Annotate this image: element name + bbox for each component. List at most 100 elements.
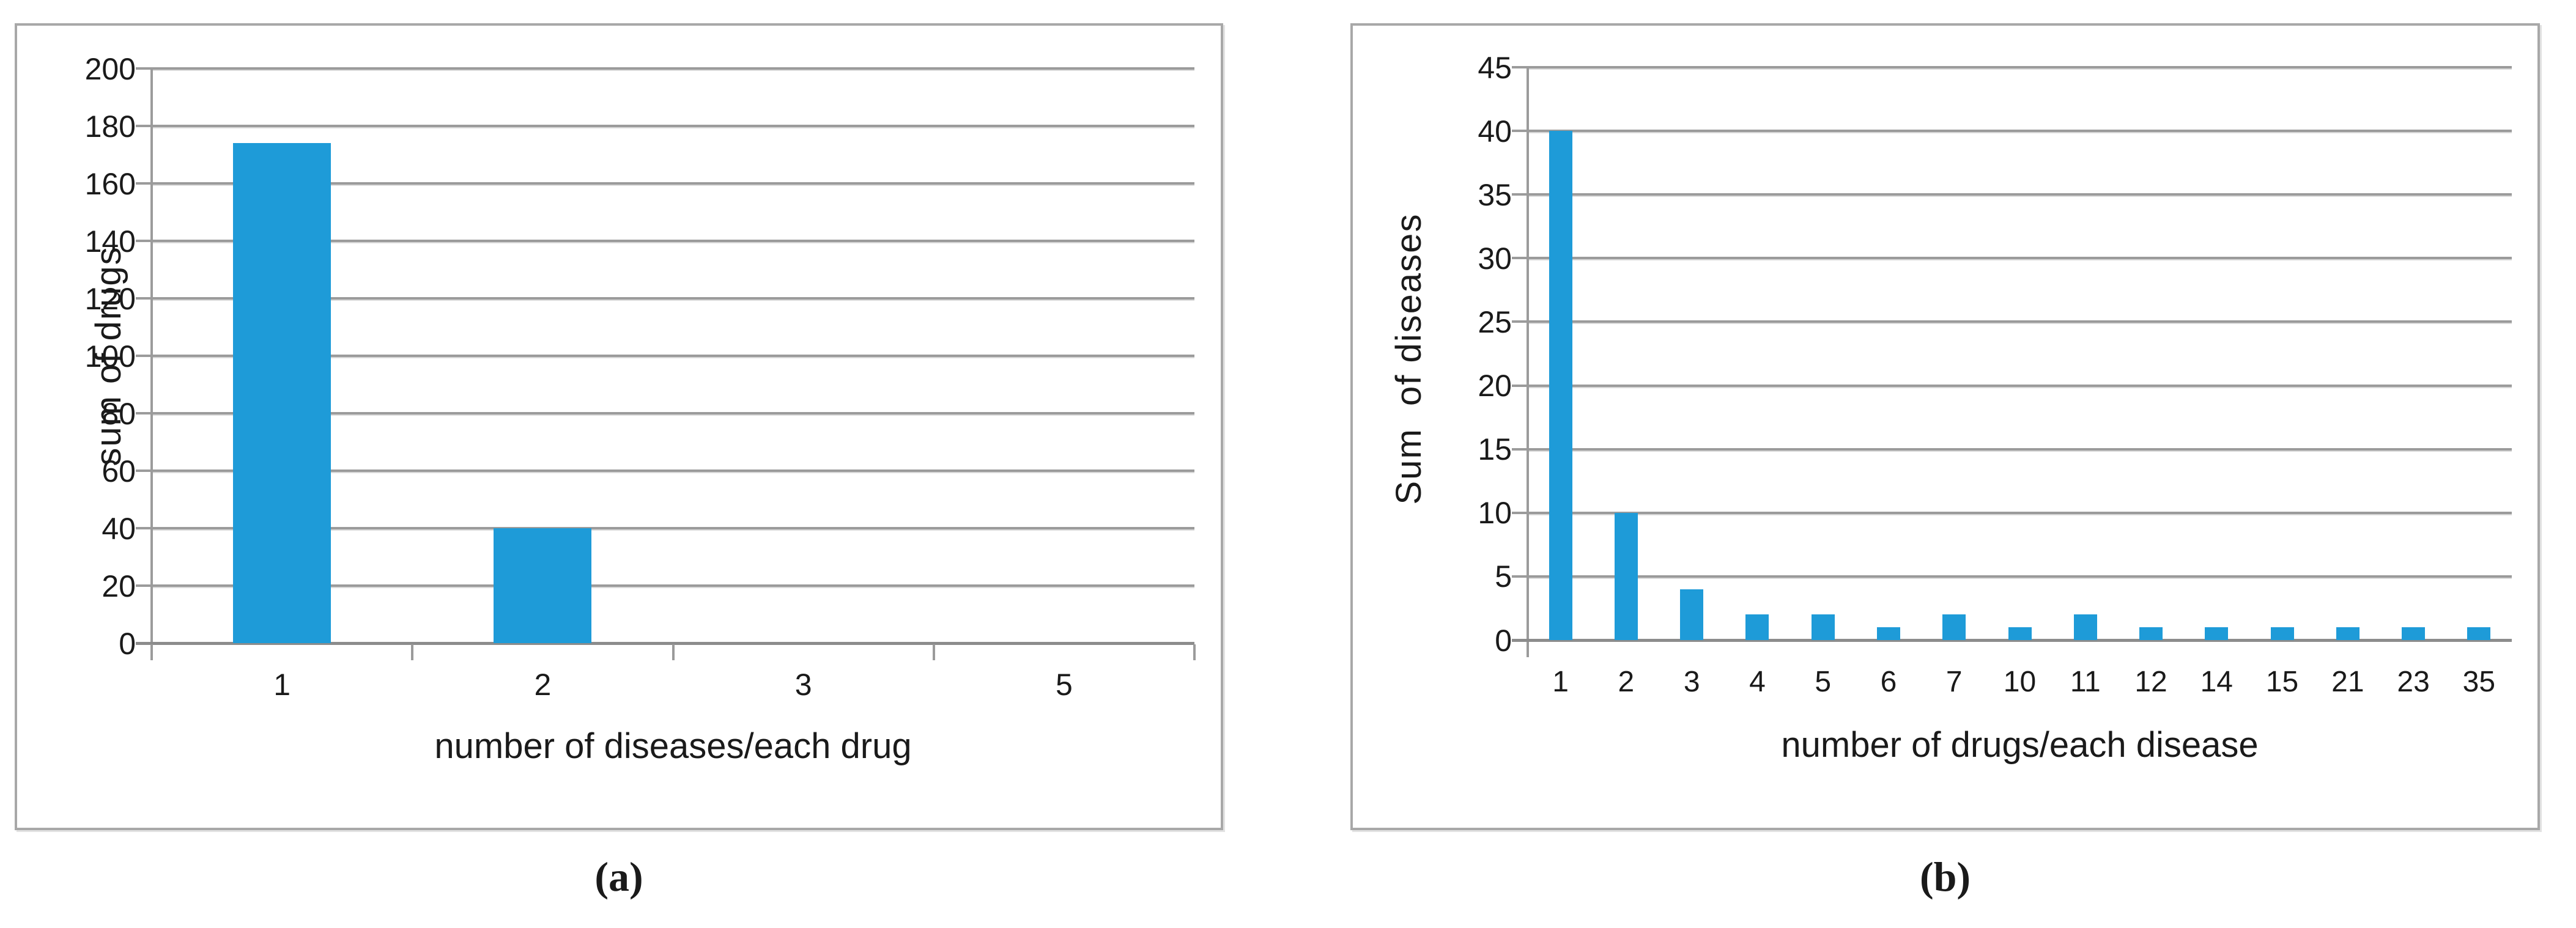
x-tick-label: 4 bbox=[1749, 666, 1766, 698]
y-tick-label: 20 bbox=[102, 569, 136, 603]
y-tick-label: 30 bbox=[1478, 241, 1512, 276]
bar-category-35 bbox=[2467, 627, 2491, 640]
y-tick-mark bbox=[1512, 320, 1528, 323]
y-tick-mark bbox=[136, 470, 152, 472]
y-tick-label: 20 bbox=[1478, 369, 1512, 403]
gridline bbox=[152, 67, 1194, 70]
bar-category-3 bbox=[1680, 589, 1704, 640]
y-tick-label: 0 bbox=[119, 626, 136, 661]
y-tick-mark bbox=[136, 240, 152, 242]
y-tick-label: 5 bbox=[1495, 559, 1512, 594]
y-tick-label: 160 bbox=[84, 166, 136, 201]
gridline bbox=[152, 527, 1194, 529]
chart-panel-a: sum of drugs number of diseases/each dru… bbox=[15, 23, 1223, 830]
gridline bbox=[1528, 384, 2512, 387]
x-tick-mark bbox=[150, 644, 153, 660]
y-tick-label: 45 bbox=[1478, 50, 1512, 85]
x-tick-label: 21 bbox=[2331, 666, 2364, 698]
bar-category-23 bbox=[2402, 627, 2426, 640]
x-tick-label: 12 bbox=[2134, 666, 2167, 698]
y-tick-label: 35 bbox=[1478, 177, 1512, 212]
figure-caption-b: (b) bbox=[1919, 853, 1971, 900]
gridline bbox=[1528, 257, 2512, 260]
y-tick-mark bbox=[136, 125, 152, 127]
y-tick-mark bbox=[1512, 447, 1528, 451]
gridline bbox=[152, 240, 1194, 242]
y-tick-mark bbox=[136, 412, 152, 414]
bar-category-6 bbox=[1876, 627, 1900, 640]
x-tick-label: 15 bbox=[2265, 666, 2299, 698]
y-axis-line bbox=[1527, 67, 1529, 657]
x-tick-label: 6 bbox=[1880, 666, 1897, 698]
x-tick-label: 35 bbox=[2462, 666, 2496, 698]
y-tick-label: 25 bbox=[1478, 304, 1512, 339]
y-tick-label: 180 bbox=[84, 109, 136, 144]
x-tick-label: 3 bbox=[794, 668, 812, 702]
y-tick-label: 0 bbox=[1495, 623, 1512, 658]
y-axis-line bbox=[150, 68, 153, 660]
gridline bbox=[1528, 130, 2512, 133]
bar-category-15 bbox=[2270, 627, 2294, 640]
bar-category-5 bbox=[1811, 614, 1835, 640]
plot-area bbox=[136, 67, 1196, 660]
x-tick-label: 3 bbox=[1683, 666, 1700, 698]
x-axis-title: number of drugs/each disease bbox=[1781, 725, 2259, 765]
x-tick-mark bbox=[1193, 644, 1196, 660]
y-tick-mark bbox=[1512, 193, 1528, 196]
gridline bbox=[152, 125, 1194, 127]
bar-category-1 bbox=[1549, 131, 1572, 640]
x-axis-line bbox=[136, 642, 1194, 645]
y-tick-label: 40 bbox=[1478, 114, 1512, 149]
gridline bbox=[1528, 193, 2512, 196]
y-tick-mark bbox=[136, 527, 152, 529]
x-tick-label: 11 bbox=[2070, 666, 2101, 698]
y-tick-mark bbox=[1512, 257, 1528, 260]
gridline bbox=[1528, 447, 2512, 451]
bar-category-4 bbox=[1745, 614, 1769, 640]
x-axis-line bbox=[1512, 639, 2512, 642]
gridline bbox=[152, 470, 1194, 472]
x-tick-label: 1 bbox=[1552, 666, 1569, 698]
bar-category-2 bbox=[1614, 512, 1638, 640]
bar-category-12 bbox=[2139, 627, 2163, 640]
bar-category-21 bbox=[2336, 627, 2359, 640]
gridline bbox=[1528, 575, 2512, 578]
y-tick-label: 15 bbox=[1478, 432, 1512, 467]
x-tick-label: 23 bbox=[2397, 666, 2430, 698]
x-tick-label: 1 bbox=[273, 668, 291, 702]
plot-area bbox=[1512, 66, 2512, 657]
bar-category-14 bbox=[2205, 627, 2229, 640]
x-tick-label: 5 bbox=[1815, 666, 1832, 698]
y-tick-mark bbox=[1512, 130, 1528, 133]
y-tick-label: 120 bbox=[84, 281, 136, 316]
x-tick-mark bbox=[672, 644, 675, 660]
x-tick-label: 10 bbox=[2003, 666, 2037, 698]
x-tick-label: 7 bbox=[1945, 666, 1963, 698]
bar-category-1 bbox=[233, 143, 331, 643]
y-tick-mark bbox=[136, 297, 152, 300]
gridline bbox=[152, 182, 1194, 185]
y-tick-label: 80 bbox=[102, 396, 136, 431]
y-tick-label: 40 bbox=[102, 511, 136, 546]
x-tick-label: 14 bbox=[2200, 666, 2233, 698]
y-tick-mark bbox=[136, 67, 152, 70]
x-tick-label: 5 bbox=[1055, 668, 1073, 702]
y-tick-mark bbox=[1512, 384, 1528, 387]
gridline bbox=[1528, 66, 2512, 68]
gridline bbox=[1528, 511, 2512, 514]
y-tick-label: 10 bbox=[1478, 496, 1512, 531]
x-tick-mark bbox=[932, 644, 935, 660]
bar-category-2 bbox=[494, 528, 592, 643]
x-tick-label: 2 bbox=[1618, 666, 1635, 698]
x-axis-title: number of diseases/each drug bbox=[434, 726, 912, 766]
y-tick-label: 60 bbox=[102, 454, 136, 488]
gridline bbox=[152, 297, 1194, 300]
y-tick-mark bbox=[1512, 511, 1528, 514]
y-tick-mark bbox=[136, 182, 152, 185]
gridline bbox=[1528, 320, 2512, 323]
y-tick-mark bbox=[1512, 66, 1528, 68]
y-tick-mark bbox=[1512, 575, 1528, 578]
bar-category-11 bbox=[2073, 614, 2097, 640]
bar-category-10 bbox=[2008, 627, 2032, 640]
